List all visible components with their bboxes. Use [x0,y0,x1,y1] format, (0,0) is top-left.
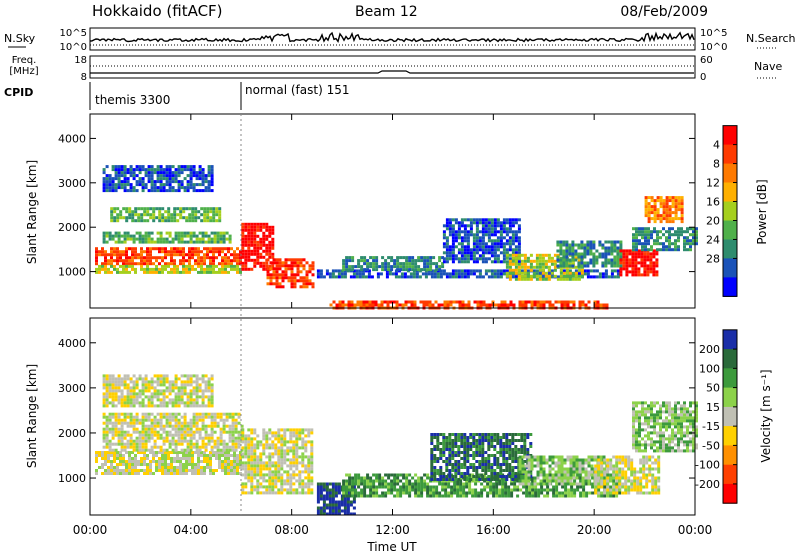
velocity-colorbar-swatch-5 [723,426,737,446]
power-region-12 [556,241,622,268]
freq-label-2: [MHz] [9,66,38,77]
velocity-colorbar-swatch-3 [723,388,737,408]
power-region-1 [95,265,242,274]
power-ytick-label-3: 4000 [58,132,86,145]
cpid-segment-2: normal (fast) 151 [245,83,349,97]
freq-panel [90,56,695,78]
velocity-heatmap [95,374,698,515]
power-region-3 [110,207,221,222]
power-ytick-label-1: 2000 [58,221,86,234]
velocity-colorbar-tick-0: 200 [699,343,720,356]
x-tick-label-4: 16:00 [476,523,511,537]
velocity-region-3 [241,428,313,494]
power-colorbar: 4 8 12 16 20 24 28 [706,126,737,297]
power-region-2 [103,232,232,244]
velocity-colorbar-tick-2: 50 [706,382,720,395]
x-axis-label: Time UT [366,540,417,554]
power-colorbar-swatch-6 [723,240,737,260]
nsearch-tick-top: 10^5 [700,28,727,39]
freq-label-1: Freq. [12,55,37,66]
velocity-ytick-label-0: 1000 [58,472,86,485]
x-tick-label-1: 04:00 [174,523,209,537]
power-region-13 [619,249,658,276]
nsky-label: N.Sky [4,32,36,45]
velocity-colorbar-tick-5: -50 [702,439,720,452]
nsky-trace [90,33,694,42]
velocity-colorbar-swatch-2 [723,368,737,388]
velocity-colorbar-swatch-7 [723,465,737,485]
velocity-colorbar-tick-4: -15 [702,420,720,433]
freq-tick-bottom: 8 [81,72,87,83]
power-colorbar-tick-0: 4 [713,139,720,152]
nsearch-tick-bottom: 10^0 [700,42,727,53]
velocity-colorbar: 200 100 50 15 -15 -50 -100 -200 [695,330,737,504]
power-region-4 [103,165,214,192]
nsky-tick-bottom: 10^0 [60,42,87,53]
power-ytick-label-0: 1000 [58,266,86,279]
power-colorbar-tick-6: 28 [706,252,720,265]
velocity-colorbar-tick-1: 100 [699,362,720,375]
velocity-colorbar-swatch-8 [723,484,737,504]
velocity-ytick-label-1: 2000 [58,427,86,440]
power-region-5 [241,223,274,271]
power-colorbar-swatch-7 [723,258,737,278]
x-tick-label-6: 00:00 [678,523,713,537]
power-colorbar-tick-1: 8 [713,158,720,171]
freq-tick-top: 18 [74,55,87,66]
power-ytick-label-2: 3000 [58,177,86,190]
power-colorbar-swatch-1 [723,145,737,165]
velocity-colorbar-tick-7: -200 [695,478,720,491]
power-colorbar-tick-4: 20 [706,214,720,227]
velocity-region-2 [103,374,214,407]
nave-tick-top: 60 [700,55,713,66]
cpid-label: CPID [4,86,33,99]
power-ylabel: Slant Range [km] [25,160,39,264]
nave-label: Nave [754,60,782,73]
power-colorbar-swatch-5 [723,221,737,241]
power-region-9 [342,256,444,271]
power-region-6 [267,258,315,288]
x-tick-label-3: 12:00 [375,523,410,537]
velocity-colorbar-swatch-4 [723,407,737,427]
x-tick-label-5: 20:00 [577,523,612,537]
nsky-tick-top: 10^5 [60,28,87,39]
velocity-region-9 [632,401,698,452]
nsearch-label: N.Search [746,32,796,45]
power-region-15 [645,196,684,223]
power-colorbar-label: Power [dB] [755,179,769,244]
power-colorbar-tick-2: 12 [706,177,720,190]
date-label: 08/Feb/2009 [620,4,708,20]
power-colorbar-swatch-4 [723,202,737,222]
velocity-colorbar-tick-6: -100 [695,459,720,472]
power-region-0 [95,247,242,265]
power-region-14 [632,227,698,251]
velocity-colorbar-swatch-1 [723,349,737,369]
velocity-region-8 [594,456,660,495]
velocity-ytick-label-2: 3000 [58,382,86,395]
velocity-colorbar-label: Velocity [m s⁻¹] [759,369,773,462]
velocity-ytick-label-3: 4000 [58,337,86,350]
power-colorbar-swatch-8 [723,277,737,297]
freq-trace [90,71,694,73]
velocity-colorbar-tick-3: 15 [706,401,720,414]
velocity-region-0 [95,451,242,475]
x-tick-label-2: 08:00 [274,523,309,537]
station-title: Hokkaido (fitACF) [92,2,223,20]
x-tick-label-0: 00:00 [73,523,108,537]
nave-tick-bottom: 0 [700,72,706,83]
power-heatmap [95,165,698,309]
beam-label: Beam 12 [355,4,418,20]
velocity-colorbar-swatch-6 [723,445,737,465]
power-colorbar-swatch-0 [723,126,737,146]
power-colorbar-tick-3: 16 [706,196,720,209]
power-colorbar-swatch-3 [723,183,737,203]
velocity-colorbar-swatch-0 [723,330,737,350]
power-colorbar-tick-5: 24 [706,233,720,246]
cpid-segment-1: themis 3300 [95,93,170,107]
power-colorbar-swatch-2 [723,164,737,184]
velocity-ylabel: Slant Range [km] [25,364,39,468]
velocity-region-1 [103,413,244,452]
